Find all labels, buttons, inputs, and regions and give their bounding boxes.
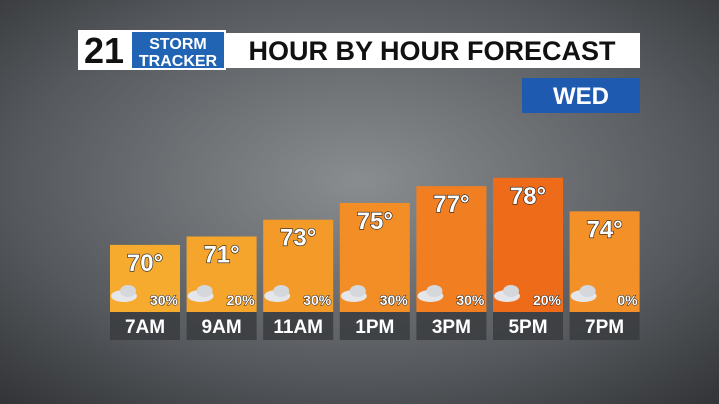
temperature-label: 78° bbox=[510, 183, 546, 210]
weather-icon bbox=[120, 285, 136, 297]
time-label: 5PM bbox=[508, 317, 547, 338]
temperature-label: 73° bbox=[280, 225, 316, 252]
time-label: 1PM bbox=[355, 317, 394, 338]
temperature-label: 74° bbox=[586, 216, 622, 243]
precipitation-label: 30% bbox=[150, 292, 179, 308]
temperature-label: 70° bbox=[127, 250, 163, 277]
logo-band bbox=[132, 32, 224, 68]
precipitation-label: 30% bbox=[456, 292, 485, 308]
weather-icon bbox=[196, 285, 213, 297]
title-bar bbox=[226, 33, 640, 68]
time-box bbox=[493, 312, 563, 340]
logo-number: 21 bbox=[84, 30, 124, 71]
time-box bbox=[110, 312, 180, 340]
precipitation-label: 0% bbox=[617, 292, 638, 308]
time-box bbox=[416, 312, 487, 340]
title: HOUR BY HOUR FORECAST bbox=[248, 36, 616, 66]
precipitation-label: 20% bbox=[227, 292, 256, 308]
day: WED bbox=[553, 83, 609, 110]
weather-icon bbox=[503, 285, 519, 297]
temperature-label: 71° bbox=[203, 242, 239, 269]
time-box bbox=[569, 312, 640, 340]
precipitation-label: 30% bbox=[380, 292, 409, 308]
day-box bbox=[522, 78, 640, 113]
logo-line: STORM bbox=[149, 36, 206, 53]
precipitation-label: 30% bbox=[303, 292, 332, 308]
temperature-label: 77° bbox=[433, 191, 469, 218]
weather-icon bbox=[426, 285, 443, 297]
time-box bbox=[186, 312, 257, 340]
time-box bbox=[263, 312, 334, 340]
time-label: 7PM bbox=[585, 317, 624, 338]
weather-icon bbox=[273, 285, 290, 297]
weather-icon bbox=[579, 285, 596, 297]
logo-line: TRACKER bbox=[139, 53, 218, 70]
temperature-label: 75° bbox=[357, 208, 393, 235]
time-label: 3PM bbox=[432, 317, 471, 338]
time-box bbox=[339, 312, 410, 340]
time-label: 9AM bbox=[202, 317, 242, 338]
time-label: 11AM bbox=[273, 317, 323, 338]
precipitation-label: 20% bbox=[533, 292, 562, 308]
time-label: 7AM bbox=[125, 317, 165, 338]
weather-icon bbox=[349, 285, 366, 297]
